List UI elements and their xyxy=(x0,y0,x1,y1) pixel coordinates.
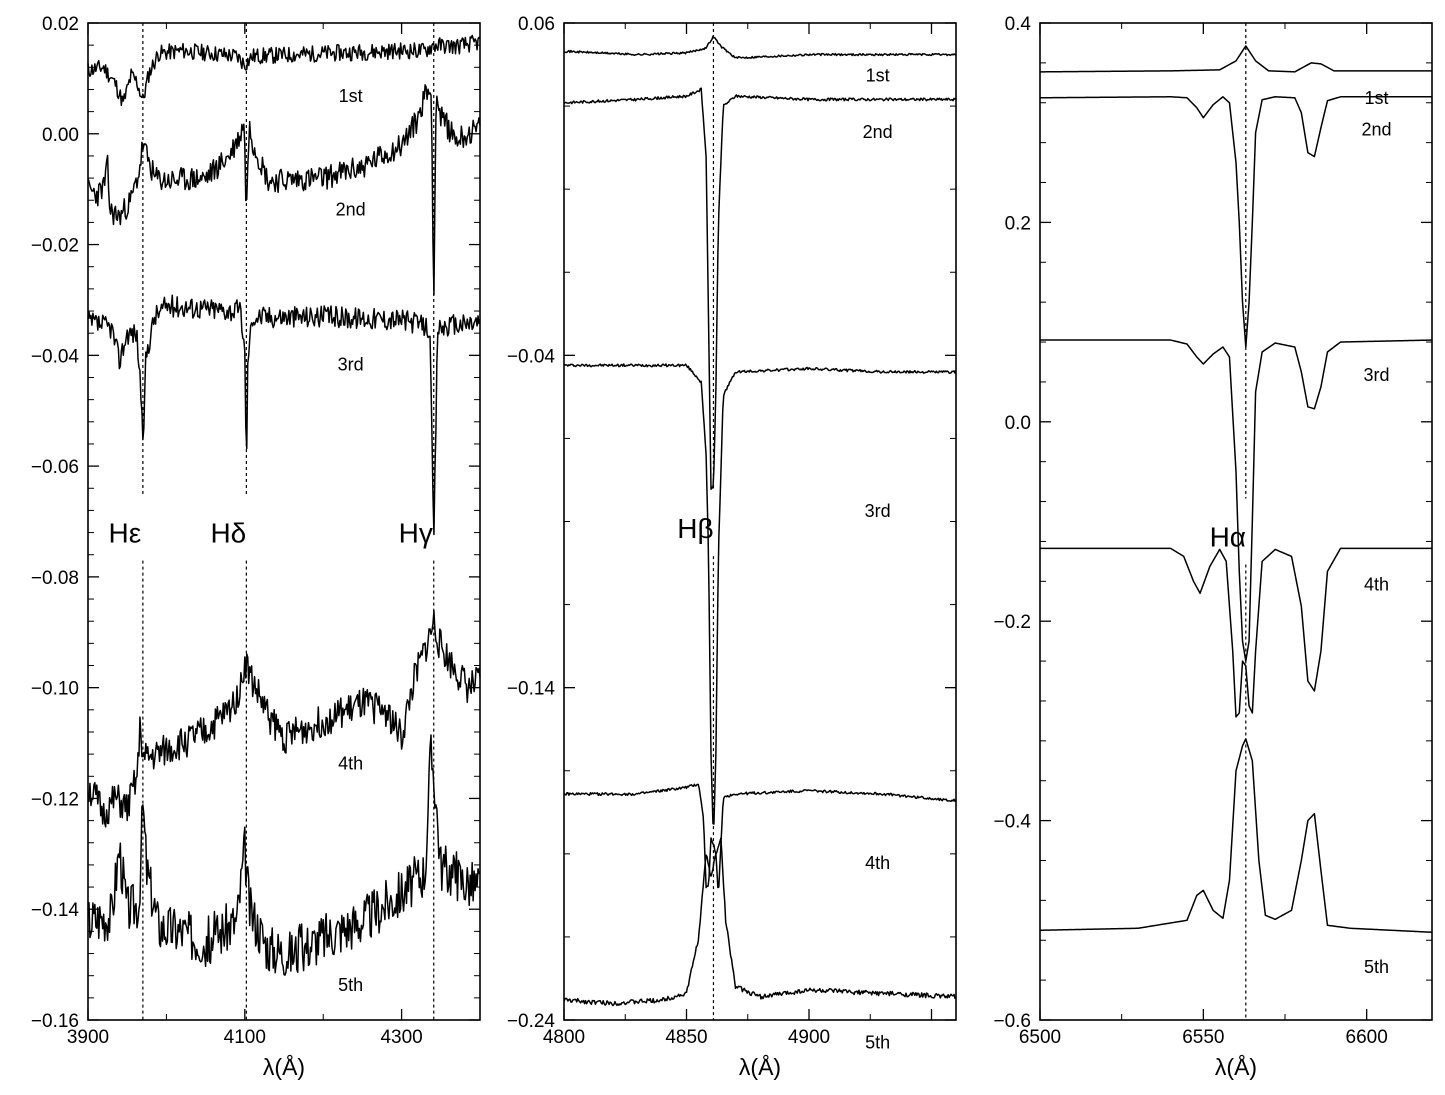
y-tick-label: −0.08 xyxy=(31,568,79,589)
order-label: 5th xyxy=(1364,957,1389,977)
panel-left: 0.02 0.00 −0.02 −0.04 −0.06 −0.08 −0.10 −0.12 −0… xyxy=(31,14,481,1080)
y-tick-label: −0.16 xyxy=(31,1011,79,1032)
x-tick-label: 6600 xyxy=(1346,1027,1388,1048)
x-tick-label: 4900 xyxy=(788,1027,830,1048)
spectrum-line xyxy=(87,34,481,107)
x-axis-label: λ(Å) xyxy=(739,1053,781,1080)
y-tick-label: −0.2 xyxy=(993,612,1031,633)
spectrum-line xyxy=(563,783,957,889)
spectral-line-label: Hα xyxy=(1210,521,1246,552)
order-label: 5th xyxy=(865,1033,890,1053)
spectrum-line xyxy=(87,610,481,828)
y-tick-label: 0.0 xyxy=(1005,413,1031,434)
spectrum-line xyxy=(87,294,481,536)
y-tick-label: 0.00 xyxy=(42,125,79,146)
y-tick-label: 0.4 xyxy=(1005,14,1032,35)
y-tick-label: −0.24 xyxy=(507,1011,556,1032)
spectrum-line xyxy=(563,35,957,59)
y-tick-label: 0.2 xyxy=(1005,213,1031,234)
order-label: 1st xyxy=(339,86,363,106)
x-tick-label: 3900 xyxy=(67,1027,109,1048)
order-label: 4th xyxy=(1364,574,1389,594)
y-tick-label: −0.06 xyxy=(31,457,79,478)
x-tick-label: 4100 xyxy=(224,1027,266,1048)
y-tick-label: −0.14 xyxy=(31,900,80,921)
order-label: 3rd xyxy=(865,501,891,521)
x-tick-label: 4800 xyxy=(543,1027,585,1048)
spectrum-line xyxy=(87,84,481,296)
spectrum-line xyxy=(1040,339,1433,662)
order-label: 1st xyxy=(1364,88,1388,108)
x-axis-label: λ(Å) xyxy=(1215,1053,1257,1080)
x-axis-label: λ(Å) xyxy=(263,1053,305,1080)
y-tick-label: −0.10 xyxy=(31,679,79,700)
y-tick-label: −0.12 xyxy=(31,789,79,810)
spectral-line-label: Hγ xyxy=(399,518,433,549)
spectrum-line xyxy=(563,363,957,825)
order-label: 4th xyxy=(338,753,363,773)
y-tick-label: −0.04 xyxy=(31,346,80,367)
y-tick-label: −0.02 xyxy=(31,236,79,257)
x-tick-label: 6550 xyxy=(1182,1027,1224,1048)
order-label: 3rd xyxy=(338,355,364,375)
spectral-line-label: Hδ xyxy=(210,518,246,549)
order-label: 2nd xyxy=(1361,120,1391,140)
spectrum-line xyxy=(563,87,957,491)
y-tick-label: 0.02 xyxy=(42,14,79,35)
spectrum-line xyxy=(1039,45,1432,73)
plot-frame xyxy=(1039,22,1433,1021)
x-tick-label: 4850 xyxy=(665,1027,707,1048)
spectrum-line xyxy=(1039,96,1432,348)
order-label: 2nd xyxy=(863,122,893,142)
spectrum-line xyxy=(1039,738,1433,934)
y-tick-label: −0.04 xyxy=(507,346,556,367)
x-tick-label: 6500 xyxy=(1019,1027,1061,1048)
order-label: 4th xyxy=(865,853,890,873)
y-tick-label: −0.14 xyxy=(507,679,556,700)
order-label: 1st xyxy=(866,66,890,86)
spectrum-line xyxy=(87,734,481,976)
x-tick-label: 4300 xyxy=(380,1027,422,1048)
spectrum-line xyxy=(1040,547,1432,718)
spectral-line-label: Hε xyxy=(109,518,142,549)
y-tick-label: −0.6 xyxy=(993,1011,1031,1032)
y-tick-label: 0.06 xyxy=(518,14,555,35)
order-label: 2nd xyxy=(336,200,366,220)
order-label: 5th xyxy=(338,975,363,995)
plot-frame xyxy=(563,22,957,1021)
plot-frame xyxy=(87,22,481,1021)
order-label: 3rd xyxy=(1363,365,1389,385)
y-tick-label: −0.4 xyxy=(993,812,1031,833)
spectrum-line xyxy=(563,837,957,1007)
